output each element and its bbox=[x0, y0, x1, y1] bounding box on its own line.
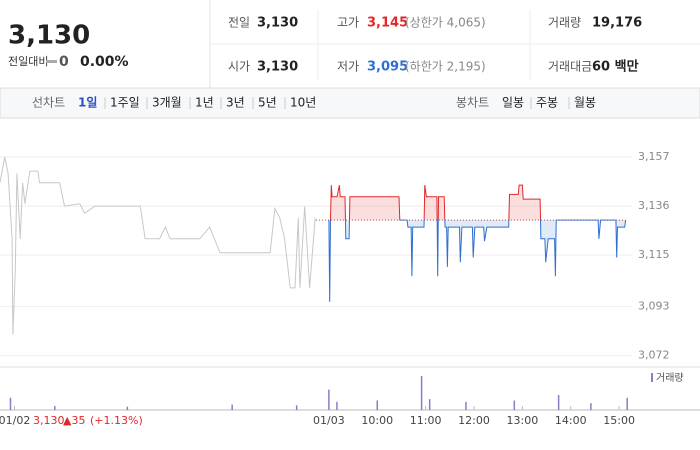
volume-bar bbox=[420, 376, 423, 410]
flat-icon bbox=[46, 60, 57, 63]
tab-group-label: 선차트 bbox=[32, 96, 65, 110]
summary-change: ▲35 bbox=[63, 414, 85, 427]
volume-bar bbox=[9, 397, 12, 410]
y-tick-label: 3,136 bbox=[638, 199, 670, 212]
volume-bar bbox=[465, 401, 467, 410]
volume-bar bbox=[336, 401, 338, 410]
stat-note: (상한가 4,065) bbox=[405, 16, 486, 30]
change: 0 bbox=[59, 54, 69, 70]
period-tab[interactable]: 10년 bbox=[290, 96, 316, 110]
stat-value: 19,176 bbox=[592, 16, 642, 31]
period-tab[interactable]: 3년 bbox=[226, 96, 245, 110]
volume-bar bbox=[126, 406, 129, 410]
volume-bar bbox=[513, 400, 516, 410]
x-tick-label: 14:00 bbox=[555, 414, 587, 427]
stat-label: 고가 bbox=[337, 16, 359, 30]
x-tick-label: 11:00 bbox=[410, 414, 442, 427]
line-down bbox=[328, 220, 627, 302]
y-tick-label: 3,072 bbox=[638, 349, 670, 362]
candle-tab[interactable]: 월봉 bbox=[574, 96, 596, 110]
stat-label: 시가 bbox=[228, 60, 250, 74]
volume-bar bbox=[376, 400, 379, 410]
change-rate: 0.00% bbox=[80, 54, 129, 70]
period-tab[interactable]: 1주일 bbox=[110, 96, 140, 110]
stat-label: 거래대금 bbox=[548, 60, 592, 74]
candle-tab[interactable]: 주봉 bbox=[536, 96, 558, 110]
x-tick-label: 13:00 bbox=[507, 414, 539, 427]
change-label: 전일대비 bbox=[8, 54, 48, 68]
period-tab[interactable]: 1년 bbox=[195, 96, 214, 110]
volume-bar bbox=[54, 405, 56, 410]
x-tick-label: 10:00 bbox=[361, 414, 393, 427]
legend-swatch bbox=[651, 373, 653, 382]
tab-bar bbox=[0, 87, 700, 119]
volume-bar bbox=[557, 395, 560, 410]
stat-value: 3,130 bbox=[257, 60, 298, 75]
period-tab[interactable]: 1일 bbox=[78, 96, 97, 110]
candle-tab[interactable]: 일봉 bbox=[502, 96, 524, 110]
stat-value: 3,095 bbox=[367, 60, 408, 75]
stat-value: 3,145 bbox=[367, 16, 408, 31]
period-tab[interactable]: 5년 bbox=[258, 96, 277, 110]
y-tick-label: 3,093 bbox=[638, 300, 670, 313]
area-up bbox=[328, 185, 626, 221]
volume-bar bbox=[231, 404, 233, 410]
x-tick-label: 12:00 bbox=[458, 414, 490, 427]
volume-bar bbox=[295, 405, 298, 410]
stat-label: 저가 bbox=[337, 60, 359, 74]
legend-label: 거래량 bbox=[656, 372, 684, 384]
x-tick-label: 01/03 bbox=[313, 414, 345, 427]
period-tab[interactable]: 3개월 bbox=[152, 96, 182, 110]
volume-bar bbox=[590, 403, 592, 410]
price: 3,130 bbox=[8, 21, 90, 51]
stat-label: 거래량 bbox=[548, 16, 581, 30]
stat-note: (하한가 2,195) bbox=[405, 60, 486, 74]
volume-bar bbox=[328, 389, 330, 410]
x-tick-label: 15:00 bbox=[603, 414, 635, 427]
stat-label: 전일 bbox=[228, 16, 250, 30]
stat-value: 3,130 bbox=[257, 16, 298, 31]
volume-bar bbox=[428, 399, 431, 410]
y-tick-label: 3,157 bbox=[638, 150, 670, 163]
tab-group-label: 봉차트 bbox=[456, 96, 489, 110]
x-tick-label: 01/02 bbox=[0, 414, 30, 427]
y-tick-label: 3,115 bbox=[638, 248, 670, 261]
stat-value: 60 백만 bbox=[592, 59, 639, 75]
line bbox=[0, 156, 316, 335]
summary-rate: (+1.13%) bbox=[90, 414, 143, 427]
volume-bar bbox=[626, 397, 628, 410]
summary-price: 3,130 bbox=[33, 414, 65, 427]
